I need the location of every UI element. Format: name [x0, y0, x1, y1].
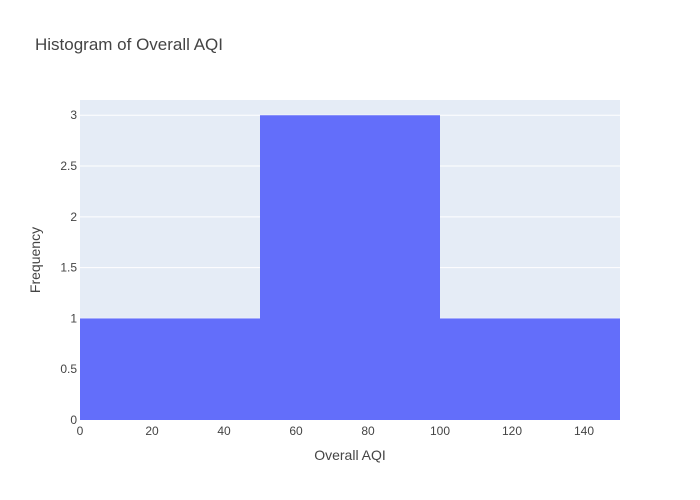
y-tick-label: 1.5 [60, 261, 77, 275]
y-tick-label: 0 [70, 413, 77, 427]
bars [80, 115, 620, 420]
y-axis-title: Frequency [27, 227, 43, 293]
y-tick-label: 2 [70, 210, 77, 224]
x-tick-label: 20 [145, 424, 159, 438]
y-tick-label: 0.5 [60, 362, 77, 376]
x-tick-label: 120 [502, 424, 522, 438]
x-tick-label: 100 [430, 424, 450, 438]
histogram-bar-1[interactable] [260, 115, 440, 420]
x-axis-ticks: 0 20 40 60 80 100 120 140 [77, 424, 595, 438]
x-tick-label: 40 [217, 424, 231, 438]
histogram-bar-0[interactable] [80, 318, 260, 420]
chart-title: Histogram of Overall AQI [35, 35, 223, 54]
histogram-bar-2[interactable] [440, 318, 620, 420]
y-tick-label: 1 [70, 311, 77, 325]
y-tick-label: 2.5 [60, 159, 77, 173]
x-tick-label: 140 [574, 424, 594, 438]
x-tick-label: 80 [361, 424, 375, 438]
y-axis-ticks: 0 0.5 1 1.5 2 2.5 3 [60, 108, 77, 427]
x-tick-label: 60 [289, 424, 303, 438]
x-tick-label: 0 [77, 424, 84, 438]
x-axis-title: Overall AQI [314, 447, 386, 463]
y-tick-label: 3 [70, 108, 77, 122]
